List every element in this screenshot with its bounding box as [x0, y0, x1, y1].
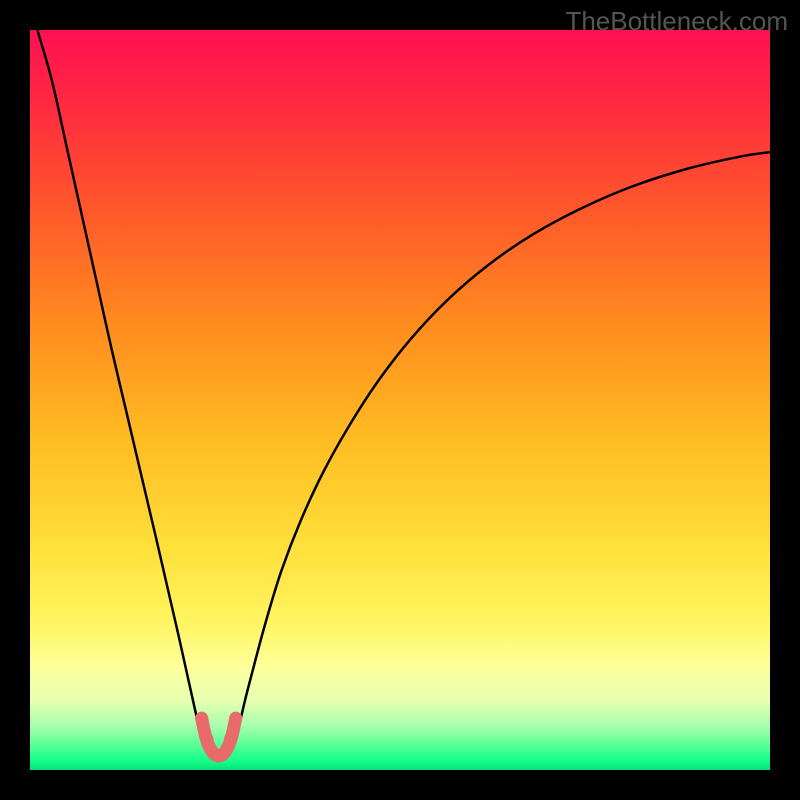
highlight-dot	[200, 732, 213, 745]
watermark-text: TheBottleneck.com	[565, 6, 788, 37]
highlight-dot	[195, 712, 208, 725]
outer-frame: TheBottleneck.com	[0, 0, 800, 800]
highlight-dot	[224, 732, 237, 745]
chart-svg	[30, 30, 770, 770]
highlight-dot	[229, 712, 242, 725]
gradient-background	[30, 30, 770, 770]
plot-area	[30, 30, 770, 770]
